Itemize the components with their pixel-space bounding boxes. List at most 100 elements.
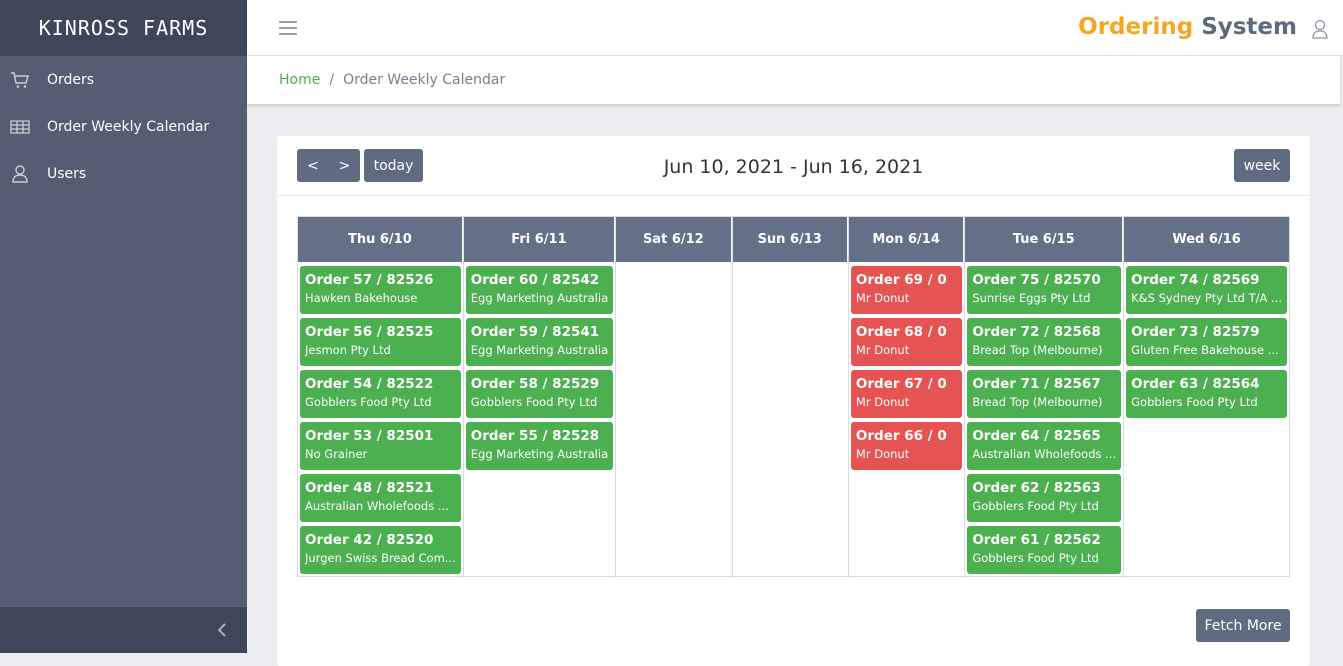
order-event[interactable]: Order 54 / 82522 Gobblers Food Pty Ltd bbox=[300, 370, 461, 418]
event-customer: No Grainer bbox=[305, 447, 368, 461]
event-customer: Mr Donut bbox=[855, 291, 910, 305]
order-event[interactable]: Order 59 / 82541 Egg Marketing Australia bbox=[465, 318, 614, 366]
day-header: Sun 6/13 bbox=[732, 217, 848, 262]
sidebar: KINROSS FARMS Orders Order Weekly Calend… bbox=[0, 0, 247, 653]
event-customer: Gobblers Food Pty Ltd bbox=[972, 499, 1099, 513]
event-title: Order 58 / 82529 bbox=[470, 376, 600, 392]
event-customer: Egg Marketing Australia bbox=[470, 343, 609, 357]
event-customer: Australian Wholefoods ... bbox=[305, 499, 449, 513]
next-button[interactable]: > bbox=[329, 149, 360, 182]
event-customer: Mr Donut bbox=[855, 343, 910, 357]
title-first: Ordering bbox=[1078, 14, 1194, 40]
order-event[interactable]: Order 69 / 0 Mr Donut bbox=[850, 266, 963, 314]
event-customer: Australian Wholefoods ... bbox=[972, 447, 1117, 461]
event-customer: Egg Marketing Australia bbox=[470, 291, 609, 305]
order-event[interactable]: Order 48 / 82521 Australian Wholefoods ..… bbox=[300, 474, 461, 522]
event-title: Order 59 / 82541 bbox=[470, 324, 600, 340]
day-header: Thu 6/10 bbox=[298, 217, 463, 262]
menu-label: Orders bbox=[47, 71, 95, 88]
menu-users[interactable]: Users bbox=[0, 150, 247, 197]
order-event[interactable]: Order 55 / 82528 Egg Marketing Australia bbox=[465, 422, 614, 470]
order-event[interactable]: Order 42 / 82520 Jurgen Swiss Bread Com..… bbox=[300, 526, 461, 574]
event-customer: Hawken Bakehouse bbox=[305, 291, 418, 305]
order-event[interactable]: Order 64 / 82565 Australian Wholefoods ..… bbox=[967, 422, 1122, 470]
order-event[interactable]: Order 53 / 82501 No Grainer bbox=[300, 422, 461, 470]
order-event[interactable]: Order 72 / 82568 Bread Top (Melbourne) bbox=[967, 318, 1122, 366]
event-title: Order 73 / 82579 bbox=[1131, 324, 1260, 340]
event-customer: Egg Marketing Australia bbox=[470, 447, 609, 461]
day-column: Tue 6/15 Order 75 / 82570 Sunrise Eggs Pty… bbox=[965, 217, 1125, 578]
order-event[interactable]: Order 74 / 82569 K&S Sydney Pty Ltd T/A .… bbox=[1126, 266, 1287, 314]
event-customer: Jesmon Pty Ltd bbox=[305, 343, 391, 357]
profile-icon[interactable] bbox=[1311, 19, 1329, 39]
app-title: Ordering System bbox=[1078, 14, 1297, 40]
order-event[interactable]: Order 68 / 0 Mr Donut bbox=[850, 318, 963, 366]
order-event[interactable]: Order 63 / 82564 Gobblers Food Pty Ltd bbox=[1126, 370, 1287, 418]
divider bbox=[277, 195, 1310, 196]
order-event[interactable]: Order 60 / 82542 Egg Marketing Australia bbox=[465, 266, 614, 314]
event-customer: Gobblers Food Pty Ltd bbox=[1131, 395, 1258, 409]
event-title: Order 63 / 82564 bbox=[1131, 376, 1260, 392]
event-title: Order 71 / 82567 bbox=[972, 376, 1101, 392]
day-header: Sat 6/12 bbox=[616, 217, 732, 262]
event-customer: Mr Donut bbox=[855, 395, 910, 409]
menu-label: Users bbox=[47, 165, 87, 182]
breadcrumb-home[interactable]: Home bbox=[279, 72, 321, 88]
cart-icon bbox=[11, 71, 29, 88]
event-title: Order 62 / 82563 bbox=[972, 480, 1101, 496]
event-customer: K&S Sydney Pty Ltd T/A ... bbox=[1131, 291, 1282, 305]
event-title: Order 61 / 82562 bbox=[972, 532, 1101, 548]
menu-orders[interactable]: Orders bbox=[0, 56, 247, 103]
event-title: Order 66 / 0 bbox=[855, 428, 947, 444]
order-event[interactable]: Order 67 / 0 Mr Donut bbox=[850, 370, 963, 418]
event-customer: Gluten Free Bakehouse ... bbox=[1131, 343, 1279, 357]
order-event[interactable]: Order 56 / 82525 Jesmon Pty Ltd bbox=[300, 318, 461, 366]
day-header: Mon 6/14 bbox=[848, 217, 965, 262]
logo[interactable]: KINROSS FARMS bbox=[0, 0, 247, 56]
event-title: Order 57 / 82526 bbox=[305, 272, 434, 288]
top-bar: Ordering System bbox=[247, 0, 1343, 56]
calendar-card: < > today Jun 10, 2021 - Jun 16, 2021 we… bbox=[277, 136, 1310, 666]
order-event[interactable]: Order 71 / 82567 Bread Top (Melbourne) bbox=[967, 370, 1122, 418]
menu-calendar[interactable]: Order Weekly Calendar bbox=[0, 103, 247, 150]
event-title: Order 55 / 82528 bbox=[470, 428, 600, 444]
event-title: Order 68 / 0 bbox=[855, 324, 947, 340]
fetch-more-button[interactable]: Fetch More bbox=[1196, 609, 1290, 642]
prev-button[interactable]: < bbox=[297, 149, 329, 182]
event-title: Order 67 / 0 bbox=[855, 376, 947, 392]
event-customer: Bread Top (Melbourne) bbox=[972, 395, 1103, 409]
order-event[interactable]: Order 75 / 82570 Sunrise Eggs Pty Ltd bbox=[967, 266, 1122, 314]
event-title: Order 72 / 82568 bbox=[972, 324, 1101, 340]
calendar-grid: Thu 6/10 Order 57 / 82526 Hawken Bakehouse… bbox=[297, 216, 1290, 578]
sidebar-collapse[interactable] bbox=[0, 607, 247, 653]
day-column: Mon 6/14 Order 69 / 0 Mr Donut Order 68 / 0… bbox=[848, 217, 966, 578]
breadcrumb-separator: / bbox=[329, 72, 335, 88]
day-column: Sun 6/13 bbox=[732, 217, 849, 578]
order-event[interactable]: Order 61 / 82562 Gobblers Food Pty Ltd bbox=[967, 526, 1122, 574]
event-customer: Gobblers Food Pty Ltd bbox=[972, 551, 1099, 565]
day-header: Wed 6/16 bbox=[1124, 217, 1289, 262]
order-event[interactable]: Order 62 / 82563 Gobblers Food Pty Ltd bbox=[967, 474, 1122, 522]
order-event[interactable]: Order 57 / 82526 Hawken Bakehouse bbox=[300, 266, 461, 314]
order-event[interactable]: Order 73 / 82579 Gluten Free Bakehouse ..… bbox=[1126, 318, 1287, 366]
event-title: Order 54 / 82522 bbox=[305, 376, 434, 392]
day-column: Wed 6/16 Order 74 / 82569 K&S Sydney Pty L… bbox=[1124, 217, 1289, 578]
today-button[interactable]: today bbox=[364, 149, 423, 182]
grid-icon bbox=[10, 119, 30, 134]
order-event[interactable]: Order 58 / 82529 Gobblers Food Pty Ltd bbox=[465, 370, 614, 418]
menu-label: Order Weekly Calendar bbox=[47, 118, 210, 135]
event-title: Order 48 / 82521 bbox=[305, 480, 434, 496]
day-column: Fri 6/11 Order 60 / 82542 Egg Marketing Au… bbox=[463, 217, 617, 578]
hamburger[interactable] bbox=[278, 20, 298, 36]
order-event[interactable]: Order 66 / 0 Mr Donut bbox=[850, 422, 963, 470]
day-column: Sat 6/12 bbox=[616, 217, 733, 578]
event-customer: Gobblers Food Pty Ltd bbox=[305, 395, 432, 409]
event-title: Order 60 / 82542 bbox=[470, 272, 600, 288]
event-title: Order 56 / 82525 bbox=[305, 324, 434, 340]
week-button[interactable]: week bbox=[1234, 149, 1290, 182]
event-title: Order 53 / 82501 bbox=[305, 428, 434, 444]
event-customer: Bread Top (Melbourne) bbox=[972, 343, 1103, 357]
event-customer: Mr Donut bbox=[855, 447, 910, 461]
